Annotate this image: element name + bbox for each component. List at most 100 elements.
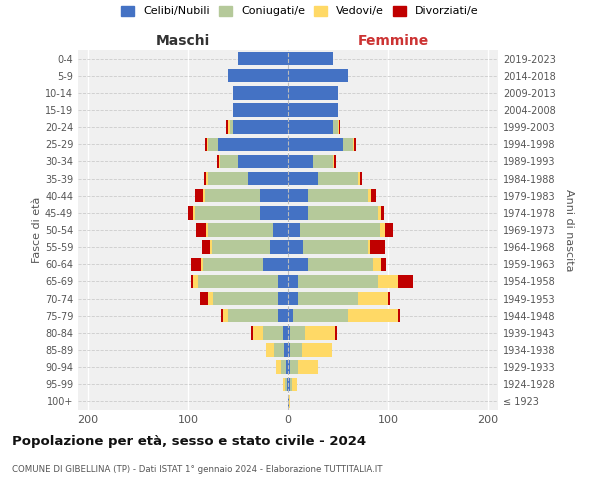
Bar: [217, 154, 219, 168]
Bar: [288, 69, 348, 82]
Bar: [276, 360, 281, 374]
Bar: [206, 224, 208, 236]
Bar: [223, 309, 228, 322]
Bar: [260, 189, 288, 202]
Bar: [288, 240, 303, 254]
Bar: [210, 240, 212, 254]
Bar: [204, 172, 206, 186]
Bar: [318, 172, 358, 186]
Bar: [196, 224, 206, 236]
Bar: [288, 120, 333, 134]
Bar: [191, 258, 201, 271]
Bar: [298, 360, 318, 374]
Bar: [308, 206, 378, 220]
Bar: [339, 120, 340, 134]
Bar: [226, 120, 228, 134]
Bar: [290, 344, 302, 356]
Bar: [198, 274, 278, 288]
Bar: [348, 309, 398, 322]
Bar: [228, 120, 230, 134]
Bar: [206, 172, 208, 186]
Bar: [290, 360, 298, 374]
Bar: [288, 154, 313, 168]
Bar: [288, 344, 290, 356]
Bar: [378, 206, 381, 220]
Bar: [208, 224, 273, 236]
Bar: [292, 378, 297, 391]
Bar: [368, 189, 371, 202]
Bar: [208, 138, 218, 151]
Bar: [388, 292, 390, 306]
Bar: [205, 138, 207, 151]
Bar: [278, 292, 288, 306]
Bar: [212, 240, 270, 254]
Bar: [193, 274, 198, 288]
Bar: [188, 206, 193, 220]
Bar: [213, 292, 278, 306]
Bar: [305, 326, 335, 340]
Bar: [288, 274, 298, 288]
Bar: [191, 274, 193, 288]
Bar: [278, 309, 288, 322]
Bar: [248, 172, 288, 186]
Bar: [205, 189, 260, 202]
Bar: [203, 189, 205, 202]
Bar: [313, 154, 333, 168]
Bar: [289, 394, 290, 408]
Bar: [288, 104, 338, 117]
Text: Maschi: Maschi: [156, 34, 210, 48]
Bar: [303, 240, 368, 254]
Bar: [308, 258, 373, 271]
Bar: [298, 292, 358, 306]
Bar: [285, 378, 287, 391]
Bar: [284, 344, 288, 356]
Bar: [343, 138, 353, 151]
Bar: [288, 52, 333, 66]
Bar: [353, 138, 354, 151]
Bar: [381, 206, 384, 220]
Bar: [203, 258, 263, 271]
Bar: [360, 172, 362, 186]
Bar: [334, 154, 336, 168]
Bar: [290, 326, 305, 340]
Y-axis label: Anni di nascita: Anni di nascita: [564, 188, 574, 271]
Bar: [288, 224, 300, 236]
Bar: [278, 274, 288, 288]
Bar: [208, 292, 213, 306]
Bar: [221, 309, 223, 322]
Bar: [233, 120, 288, 134]
Bar: [233, 104, 288, 117]
Bar: [288, 206, 308, 220]
Bar: [238, 154, 288, 168]
Bar: [380, 224, 385, 236]
Bar: [338, 120, 339, 134]
Bar: [288, 378, 290, 391]
Bar: [398, 274, 413, 288]
Bar: [288, 309, 293, 322]
Bar: [260, 206, 288, 220]
Bar: [288, 292, 298, 306]
Bar: [300, 224, 380, 236]
Bar: [220, 154, 238, 168]
Bar: [200, 292, 208, 306]
Bar: [228, 69, 288, 82]
Bar: [283, 378, 285, 391]
Bar: [381, 258, 386, 271]
Bar: [238, 52, 288, 66]
Bar: [193, 206, 195, 220]
Bar: [287, 378, 288, 391]
Bar: [281, 360, 286, 374]
Bar: [288, 172, 318, 186]
Bar: [335, 326, 337, 340]
Bar: [290, 378, 292, 391]
Bar: [288, 258, 308, 271]
Bar: [202, 240, 210, 254]
Bar: [230, 120, 233, 134]
Bar: [251, 326, 253, 340]
Text: Popolazione per età, sesso e stato civile - 2024: Popolazione per età, sesso e stato civil…: [12, 435, 366, 448]
Bar: [219, 154, 220, 168]
Bar: [207, 138, 208, 151]
Bar: [333, 120, 338, 134]
Legend: Celibi/Nubili, Coniugati/e, Vedovi/e, Divorziati/e: Celibi/Nubili, Coniugati/e, Vedovi/e, Di…: [121, 6, 479, 16]
Bar: [358, 172, 360, 186]
